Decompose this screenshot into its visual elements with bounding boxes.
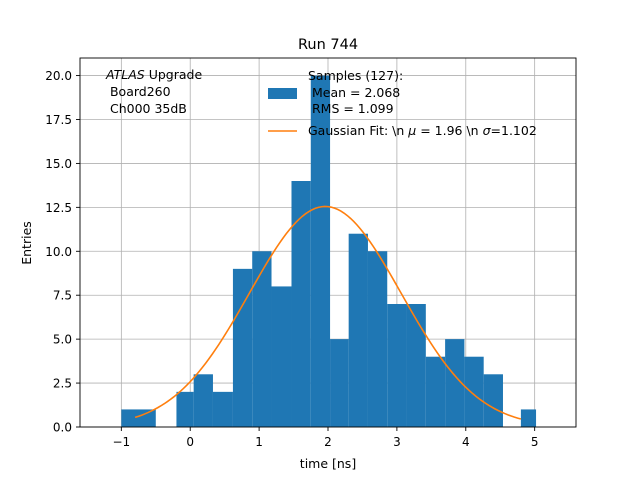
histogram-bar bbox=[310, 75, 331, 428]
y-tick-label: 7.5 bbox=[53, 289, 72, 303]
histogram-bar bbox=[425, 356, 446, 427]
histogram-bars bbox=[121, 75, 537, 428]
histogram-bar bbox=[520, 409, 537, 427]
annotation-line-2: Board260 bbox=[106, 84, 171, 99]
y-tick-label: 0.0 bbox=[53, 421, 72, 435]
annotation-line-1: ATLAS Upgrade bbox=[105, 67, 202, 82]
histogram-bar bbox=[193, 374, 213, 427]
legend-fit-suffix: =1.102 bbox=[491, 123, 537, 138]
y-tick-label: 17.5 bbox=[45, 113, 72, 127]
histogram-bar bbox=[406, 304, 426, 427]
y-axis-ticks: 0.0 2.5 5.0 7.5 10.0 12.5 15.0 17.5 20.0 bbox=[45, 69, 80, 435]
x-tick-label: 4 bbox=[462, 435, 470, 449]
x-tick-label: −1 bbox=[112, 435, 130, 449]
legend-fit-sigma: σ bbox=[483, 123, 492, 138]
legend: Samples (127): Mean = 2.068 RMS = 1.099 … bbox=[268, 68, 537, 138]
gaussian-fit bbox=[134, 205, 522, 420]
legend-hist-line-1: Samples (127): bbox=[308, 68, 403, 83]
histogram-bar bbox=[464, 356, 484, 427]
y-tick-label: 15.0 bbox=[45, 157, 72, 171]
x-tick-label: 1 bbox=[255, 435, 263, 449]
annotation-italic: ATLAS bbox=[105, 67, 145, 82]
histogram-bar bbox=[330, 339, 349, 427]
legend-fit-prefix: Gaussian Fit: \n bbox=[308, 123, 408, 138]
atlas-annotation: ATLAS Upgrade Board260 Ch000 35dB bbox=[105, 67, 202, 116]
legend-hist-line-2: Mean = 2.068 bbox=[308, 85, 400, 100]
annotation-upgrade: Upgrade bbox=[145, 67, 203, 82]
histogram-bar bbox=[367, 251, 388, 427]
y-tick-label: 2.5 bbox=[53, 377, 72, 391]
legend-fit-mu: μ bbox=[407, 123, 416, 138]
chart-title: Run 744 bbox=[298, 37, 358, 53]
y-tick-label: 5.0 bbox=[53, 333, 72, 347]
y-axis-label: Entries bbox=[19, 221, 34, 265]
y-tick-label: 12.5 bbox=[45, 201, 72, 215]
histogram-bar bbox=[232, 268, 253, 427]
histogram-bar bbox=[252, 251, 272, 427]
x-tick-label: 3 bbox=[393, 435, 401, 449]
legend-hist-line-3: RMS = 1.099 bbox=[308, 101, 394, 116]
histogram-bar bbox=[121, 409, 156, 427]
gaussian-fit-line bbox=[134, 205, 522, 420]
histogram-bar bbox=[348, 233, 368, 427]
legend-hist-patch bbox=[268, 88, 297, 99]
histogram-bar bbox=[387, 304, 407, 427]
histogram-bar bbox=[212, 391, 233, 427]
legend-fit-label: Gaussian Fit: \n μ = 1.96 \n σ=1.102 bbox=[308, 123, 537, 138]
histogram-bar bbox=[176, 391, 194, 427]
y-tick-label: 20.0 bbox=[45, 69, 72, 83]
annotation-line-3: Ch000 35dB bbox=[106, 101, 187, 116]
histogram-bar bbox=[271, 286, 292, 427]
x-tick-label: 5 bbox=[531, 435, 539, 449]
x-tick-label: 0 bbox=[186, 435, 194, 449]
y-tick-label: 10.0 bbox=[45, 245, 72, 259]
legend-fit-middle: = 1.96 \n bbox=[416, 123, 482, 138]
histogram-bar bbox=[291, 181, 311, 427]
x-axis-label: time [ns] bbox=[300, 456, 356, 471]
histogram-bar bbox=[483, 374, 503, 427]
x-axis-ticks: −1 0 1 2 3 4 5 bbox=[112, 427, 538, 449]
x-tick-label: 2 bbox=[324, 435, 332, 449]
histogram-bar bbox=[445, 339, 465, 427]
